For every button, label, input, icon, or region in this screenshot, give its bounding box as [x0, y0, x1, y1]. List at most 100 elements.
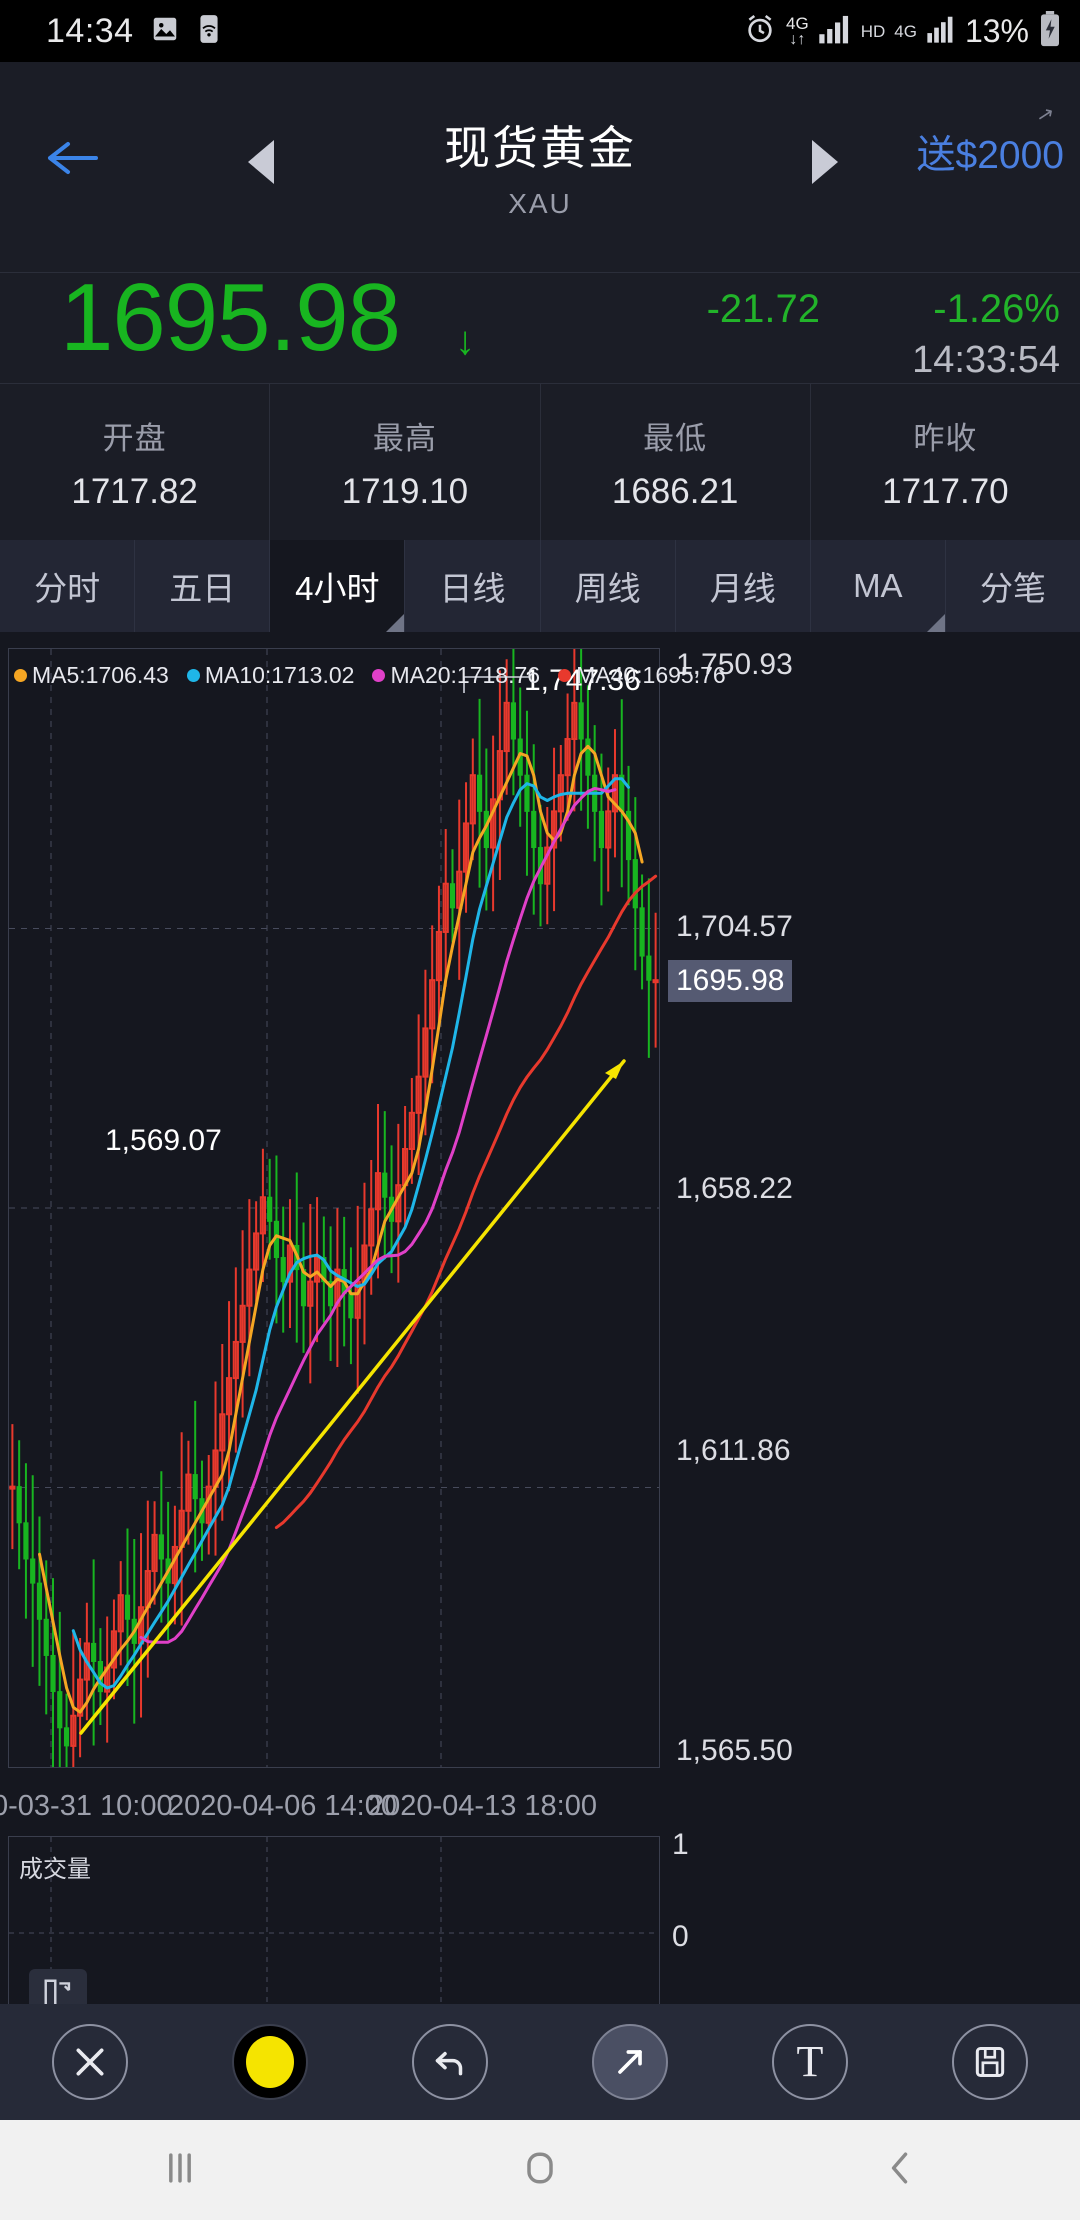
- tab-label: 五日: [169, 570, 236, 607]
- stat-value: 1717.70: [882, 471, 1009, 511]
- recents-button[interactable]: [0, 2146, 360, 2195]
- tab-ma[interactable]: MA: [811, 540, 946, 632]
- page-header: 现货黄金 XAU ↗ 送$2000: [0, 62, 1080, 273]
- arrow-line-icon: [592, 2024, 668, 2100]
- ma20-label: MA20:1718.76: [390, 662, 541, 688]
- status-bar: 14:34 4G ↓↑ HD 4: [0, 0, 1080, 62]
- stat-label: 昨收: [913, 420, 978, 456]
- stat-value: 1717.82: [71, 471, 198, 511]
- price-direction-arrow: ↓: [455, 319, 475, 363]
- ma10-legend: MA10:1713.02: [186, 662, 355, 689]
- stat-label: 开盘: [102, 420, 167, 456]
- chart-area[interactable]: MA5:1706.43 MA10:1713.02 MA20:1718.76 MA…: [0, 630, 1080, 2024]
- wifi-icon: [196, 14, 222, 49]
- x-tick-0: 0-03-31 10:00: [0, 1790, 173, 1822]
- ma5-color-dot: [14, 669, 27, 682]
- undo-button[interactable]: [360, 2024, 540, 2100]
- next-symbol-button[interactable]: [812, 140, 838, 184]
- tab-4hour[interactable]: 4小时: [270, 540, 406, 632]
- price-plot-svg: [9, 630, 659, 1831]
- tab-label: MA: [853, 567, 903, 604]
- ma20-color-dot: [372, 669, 386, 682]
- ma5-legend: MA5:1706.43: [14, 662, 169, 689]
- quote-block: 1695.98 ↓ -21.72 -1.26% 14:33:54: [0, 264, 1080, 383]
- ma40-color-dot: [558, 669, 572, 682]
- ma20-legend: MA20:1718.76: [372, 662, 540, 689]
- x-tick-2: 2020-04-13 18:00: [368, 1790, 597, 1822]
- volume-title: 成交量: [19, 1856, 91, 1883]
- android-navigation-bar[interactable]: [0, 2120, 1080, 2220]
- change-absolute: -21.72: [706, 287, 820, 331]
- volume-grid: [9, 1837, 659, 2023]
- stat-value: 1719.10: [341, 471, 469, 511]
- signal-bars-secondary-icon: [926, 15, 956, 48]
- symbol-code: XAU: [508, 188, 572, 219]
- tab-monthly[interactable]: 月线: [676, 540, 811, 632]
- stat-value: 1686.21: [611, 471, 739, 511]
- text-icon: T: [772, 2024, 848, 2100]
- network-4g-secondary-icon: 4G: [894, 21, 917, 41]
- home-button[interactable]: [360, 2146, 720, 2195]
- y-tick-2: 1,658.22: [676, 1172, 793, 1205]
- tab-label: 月线: [709, 570, 776, 607]
- signal-bars-icon: [818, 14, 852, 49]
- volume-y-tick-0: 0: [672, 1920, 689, 1953]
- page-title: 现货黄金: [444, 122, 636, 174]
- price-plot[interactable]: [8, 630, 660, 1831]
- tab-wuri[interactable]: 五日: [135, 540, 271, 632]
- ma40-legend: MA40:1695.76: [558, 662, 726, 689]
- recents-icon: [158, 2146, 202, 2195]
- home-icon: [518, 2146, 562, 2195]
- quote-timestamp: 14:33:54: [912, 339, 1060, 381]
- low-annotation: 1,569.07: [105, 1124, 222, 1157]
- tab-weekly[interactable]: 周线: [541, 540, 676, 632]
- volume-panel[interactable]: 成交量: [8, 1836, 660, 2024]
- ma5-label: MA5:1706.43: [32, 662, 169, 688]
- tab-fenshi[interactable]: 分时: [0, 540, 136, 632]
- price-y-axis: 1,750.93 1,704.57 1695.98 1,658.22 1,611…: [668, 648, 1080, 1768]
- tab-label: 分时: [34, 570, 101, 607]
- undo-icon: [412, 2024, 488, 2100]
- ma10-label: MA10:1713.02: [204, 662, 355, 688]
- last-price: 1695.98: [60, 264, 401, 371]
- tab-label: 分笔: [979, 570, 1046, 607]
- status-time: 14:34: [46, 11, 134, 50]
- quote-divider: [0, 383, 1080, 384]
- ma-legend: MA5:1706.43 MA10:1713.02 MA20:1718.76 MA…: [14, 662, 726, 689]
- ma40-label: MA40:1695.76: [576, 662, 726, 688]
- status-bar-left: 14:34: [18, 12, 743, 51]
- stats-row: 开盘 1717.82 最高 1719.10 最低 1686.21 昨收 1717…: [0, 384, 1080, 540]
- header-divider: [0, 272, 1080, 273]
- back-chevron-icon: [878, 2146, 922, 2195]
- back-button-nav[interactable]: [720, 2146, 1080, 2195]
- battery-charging-icon: [1038, 10, 1062, 52]
- tab-label: 4小时: [295, 570, 380, 607]
- chart-period-tabs[interactable]: 分时 五日 4小时 日线 周线 月线 MA 分笔: [0, 540, 1080, 632]
- color-picker-button[interactable]: [180, 2024, 360, 2100]
- save-button[interactable]: [900, 2024, 1080, 2100]
- back-button[interactable]: [42, 134, 102, 182]
- drawing-toolbar[interactable]: T: [0, 2004, 1080, 2120]
- stat-low: 最低 1686.21: [541, 384, 811, 540]
- image-icon: [150, 14, 180, 49]
- tab-daily[interactable]: 日线: [405, 540, 541, 632]
- hd-icon: HD: [860, 21, 886, 41]
- stat-prev-close: 昨收 1717.70: [811, 384, 1080, 540]
- arrow-line-tool-button[interactable]: [540, 2024, 720, 2100]
- y-tick-3: 1,611.86: [676, 1434, 791, 1467]
- tab-fenbi[interactable]: 分笔: [946, 540, 1080, 632]
- symbol-title-block: 现货黄金 XAU: [0, 112, 1080, 220]
- ma10-color-dot: [186, 669, 200, 682]
- prev-symbol-button[interactable]: [248, 140, 274, 184]
- promo-button[interactable]: 送$2000: [916, 134, 1064, 177]
- stat-label: 最低: [643, 420, 708, 456]
- status-bar-right: 4G ↓↑ HD 4G 13%: [743, 10, 1062, 52]
- close-drawing-button[interactable]: [0, 2024, 180, 2100]
- y-tick-0: 1,750.93: [676, 648, 793, 681]
- save-icon: [952, 2024, 1028, 2100]
- text-tool-button[interactable]: T: [720, 2024, 900, 2100]
- high-annotation: 1,747.36: [524, 664, 641, 697]
- tab-label: 日线: [439, 570, 506, 607]
- y-tick-1: 1,704.57: [676, 910, 793, 943]
